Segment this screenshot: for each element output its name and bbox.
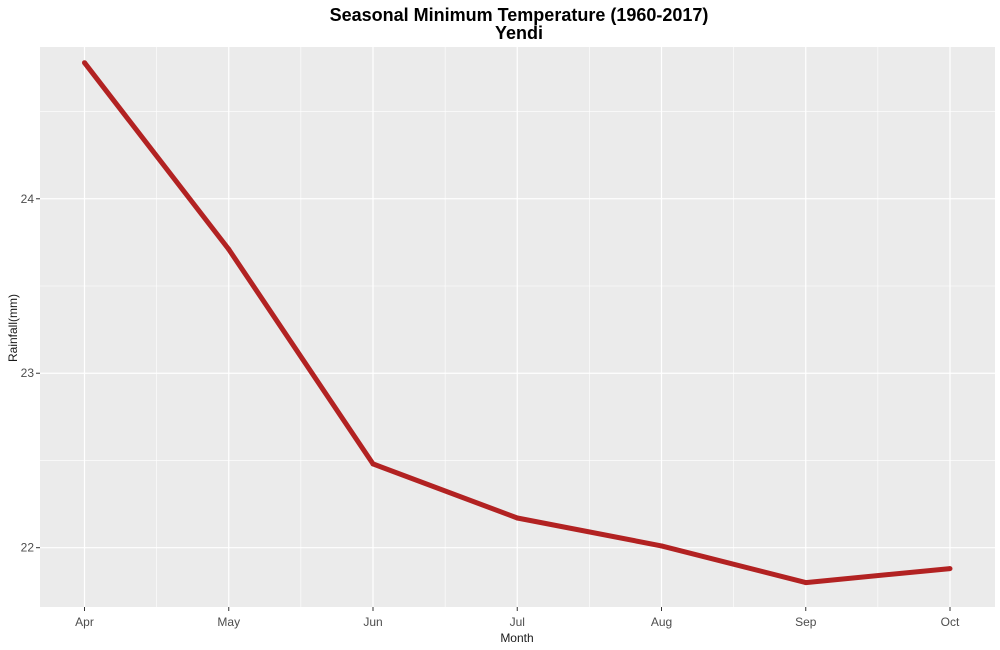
x-tick-label: Aug bbox=[651, 615, 672, 629]
y-axis: 22 23 24 bbox=[21, 192, 40, 555]
y-tick-label: 24 bbox=[21, 192, 35, 206]
x-tick-label: Jun bbox=[363, 615, 382, 629]
data-point bbox=[514, 515, 520, 521]
x-axis-title: Month bbox=[500, 631, 533, 645]
chart-title: Seasonal Minimum Temperature (1960-2017) bbox=[330, 5, 709, 25]
x-tick-label: Sep bbox=[795, 615, 817, 629]
data-point bbox=[82, 60, 87, 66]
data-point bbox=[370, 461, 376, 467]
series-layer bbox=[82, 60, 953, 586]
data-point bbox=[803, 580, 809, 586]
major-gridlines bbox=[40, 47, 995, 607]
y-tick-label: 23 bbox=[21, 366, 35, 380]
x-tick-label: Jul bbox=[510, 615, 525, 629]
data-point bbox=[659, 543, 664, 549]
x-tick-label: May bbox=[217, 615, 240, 629]
x-tick-label: Apr bbox=[75, 615, 94, 629]
chart-subtitle: Yendi bbox=[495, 23, 543, 43]
x-tick-label: Oct bbox=[941, 615, 960, 629]
x-axis: Apr May Jun Jul Aug Sep Oct bbox=[75, 607, 960, 629]
data-point bbox=[947, 566, 953, 572]
y-tick-label: 22 bbox=[21, 541, 35, 555]
minor-gridlines bbox=[40, 47, 995, 607]
data-point bbox=[226, 246, 232, 252]
y-axis-title: Rainfall(mm) bbox=[6, 294, 20, 362]
